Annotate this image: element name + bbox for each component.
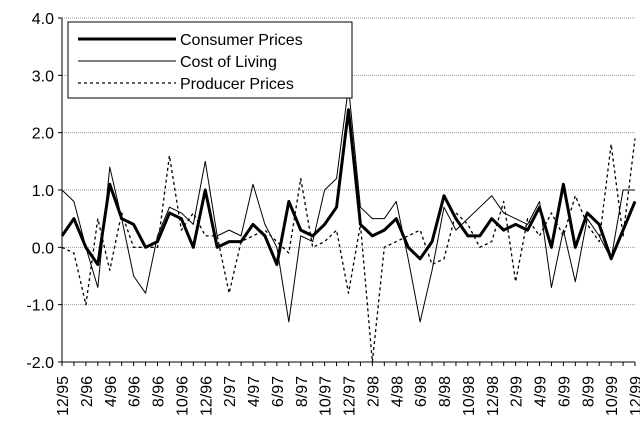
x-tick-label: 8/98 (437, 376, 454, 407)
x-tick-label: 4/99 (533, 376, 550, 407)
legend-label: Consumer Prices (180, 32, 303, 49)
x-tick-label: 12/98 (485, 376, 502, 416)
x-tick-label: 12/96 (198, 376, 215, 416)
series-line (60, 108, 637, 267)
x-tick-label: 12/99 (628, 376, 640, 416)
x-tick-label: 4/97 (246, 376, 263, 407)
legend-label: Producer Prices (180, 76, 294, 93)
y-tick-label: 3.0 (32, 68, 54, 85)
x-tick-label: 12/95 (55, 376, 72, 416)
legend-box (67, 21, 353, 99)
x-tick-label: 4/96 (103, 376, 120, 407)
x-tick-label: 10/96 (174, 376, 191, 416)
x-tick-label: 6/97 (270, 376, 287, 407)
x-tick-label: 6/99 (556, 376, 573, 407)
y-tick-label: 0.0 (32, 240, 54, 257)
y-tick-label: 2.0 (32, 126, 54, 143)
y-tick-label: -1.0 (26, 298, 54, 315)
x-tick-label: 12/97 (342, 376, 359, 416)
x-tick-label: 8/99 (580, 376, 597, 407)
y-tick-label: 1.0 (32, 183, 54, 200)
x-tick-label: 6/98 (413, 376, 430, 407)
x-tick-label: 2/96 (79, 376, 96, 407)
x-tick-label: 4/98 (389, 376, 406, 407)
x-tick-label: 2/98 (365, 376, 382, 407)
y-tick-label: -2.0 (26, 355, 54, 372)
legend-label: Cost of Living (180, 54, 277, 71)
series-line (61, 138, 636, 363)
x-tick-label: 8/97 (294, 376, 311, 407)
x-tick-label: 10/97 (318, 376, 335, 416)
y-tick-label: 4.0 (32, 11, 54, 28)
x-tick-label: 10/99 (604, 376, 621, 416)
x-tick-label: 2/99 (509, 376, 526, 407)
x-tick-label: 2/97 (222, 376, 239, 407)
x-tick-label: 6/96 (127, 376, 144, 407)
x-tick-label: 10/98 (461, 376, 478, 416)
x-tick-label: 8/96 (151, 376, 168, 407)
